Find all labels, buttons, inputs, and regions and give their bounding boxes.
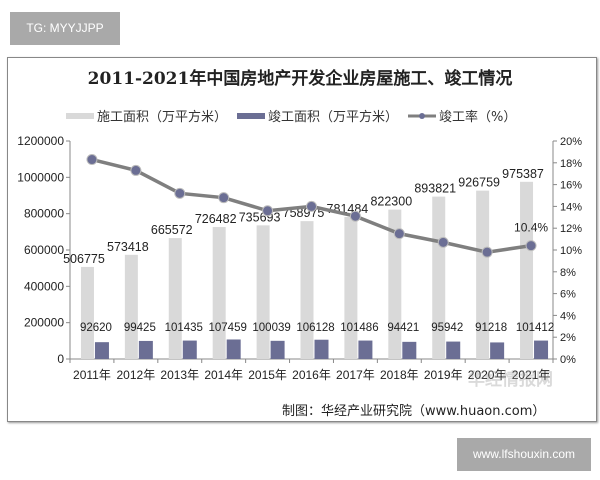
x-tick-label: 2014年 bbox=[204, 368, 243, 382]
rate-point bbox=[86, 154, 98, 166]
right-tick-label: 20% bbox=[560, 136, 582, 148]
x-tick-label: 2016年 bbox=[292, 368, 331, 382]
left-tick-label: 0 bbox=[57, 352, 64, 366]
bar-construction bbox=[256, 225, 270, 359]
completed-value-label: 101486 bbox=[340, 322, 378, 334]
rate-point bbox=[218, 192, 230, 204]
x-tick-label: 2018年 bbox=[380, 368, 419, 382]
left-tick-label: 200000 bbox=[24, 316, 64, 330]
bar-completed bbox=[358, 340, 373, 359]
legend-label: 竣工面积（万平方米） bbox=[268, 110, 399, 125]
left-tick-label: 400000 bbox=[24, 279, 64, 293]
construction-value-label: 665572 bbox=[151, 223, 193, 237]
right-tick-label: 6% bbox=[560, 289, 576, 301]
left-tick-label: 600000 bbox=[24, 243, 64, 257]
legend-label: 施工面积（万平方米） bbox=[97, 110, 228, 125]
right-tick-label: 0% bbox=[560, 354, 576, 366]
bar-construction bbox=[212, 227, 226, 359]
bar-construction bbox=[432, 196, 446, 359]
construction-value-label: 573418 bbox=[107, 240, 149, 254]
legend-swatch bbox=[237, 112, 266, 119]
legend-line-swatch bbox=[408, 112, 437, 119]
rate-point bbox=[130, 164, 142, 176]
x-tick-label: 2015年 bbox=[248, 368, 287, 382]
bar-completed bbox=[490, 342, 505, 359]
construction-value-label: 506775 bbox=[63, 252, 105, 266]
bar-construction bbox=[388, 209, 402, 359]
x-tick-label: 2021年 bbox=[512, 368, 551, 382]
watermark: 华经情报网 bbox=[468, 370, 553, 390]
footer-tag: www.lfshouxin.com bbox=[457, 438, 591, 471]
rate-point bbox=[525, 240, 537, 252]
x-tick-label: 2011年 bbox=[73, 368, 111, 382]
right-tick-label: 4% bbox=[560, 310, 576, 322]
completed-value-label: 101435 bbox=[165, 322, 203, 334]
legend: 施工面积（万平方米） 竣工面积（万平方米） 竣工率（%） bbox=[66, 106, 516, 125]
bar-completed bbox=[182, 340, 197, 359]
x-tick-label: 2017年 bbox=[336, 368, 375, 382]
completed-value-label: 101412 bbox=[516, 322, 554, 334]
right-tick-label: 18% bbox=[560, 158, 582, 170]
bar-completed bbox=[446, 341, 461, 359]
construction-value-label: 822300 bbox=[370, 195, 412, 209]
bar-completed bbox=[94, 342, 109, 359]
legend-rate: 竣工率（%） bbox=[408, 106, 516, 125]
rate-point bbox=[174, 187, 186, 199]
completed-value-label: 107459 bbox=[208, 322, 246, 334]
right-tick-label: 16% bbox=[560, 180, 582, 192]
construction-value-label: 926759 bbox=[458, 176, 500, 190]
bar-construction bbox=[344, 217, 358, 359]
legend-swatch bbox=[66, 112, 94, 119]
x-tick-label: 2013年 bbox=[160, 368, 199, 382]
left-tick-label: 1000000 bbox=[17, 170, 64, 184]
rate-point bbox=[437, 236, 449, 248]
chart-credit: 制图：华经产业研究院（www.huaon.com） bbox=[282, 404, 546, 419]
rate-point bbox=[481, 246, 493, 258]
right-tick-label: 2% bbox=[560, 332, 576, 344]
rate-point bbox=[306, 200, 317, 212]
completed-value-label: 94421 bbox=[387, 322, 419, 334]
left-tick-label: 800000 bbox=[24, 207, 64, 221]
chart-title: 2011-2021年中国房地产开发企业房屋施工、竣工情况 bbox=[87, 69, 513, 89]
completed-value-label: 99425 bbox=[124, 322, 156, 334]
bar-construction bbox=[476, 190, 490, 359]
completed-value-label: 100039 bbox=[252, 322, 290, 334]
bar-construction bbox=[80, 266, 94, 359]
bar-construction bbox=[124, 254, 138, 359]
rate-value-label: 10.4% bbox=[514, 221, 548, 235]
legend-completed: 竣工面积（万平方米） bbox=[237, 106, 398, 125]
bar-completed bbox=[534, 340, 549, 359]
bar-completed bbox=[226, 339, 241, 359]
bar-completed bbox=[270, 340, 285, 359]
construction-value-label: 726482 bbox=[195, 212, 237, 226]
right-tick-label: 8% bbox=[560, 267, 576, 279]
legend-construction: 施工面积（万平方米） bbox=[66, 106, 227, 125]
rate-point bbox=[262, 205, 274, 217]
rate-point bbox=[349, 210, 361, 222]
right-tick-label: 14% bbox=[560, 201, 582, 213]
x-tick-label: 2019年 bbox=[424, 368, 463, 382]
bar-completed bbox=[402, 341, 417, 359]
right-tick-label: 10% bbox=[560, 245, 582, 257]
right-tick-label: 12% bbox=[560, 223, 582, 235]
completed-value-label: 91218 bbox=[475, 322, 507, 334]
construction-value-label: 893821 bbox=[414, 182, 456, 196]
completed-value-label: 92620 bbox=[80, 322, 112, 334]
bar-completed bbox=[138, 340, 153, 359]
legend-label: 竣工率（%） bbox=[439, 110, 517, 125]
bar-construction bbox=[300, 221, 314, 359]
x-tick-label: 2020年 bbox=[468, 368, 507, 382]
bar-completed bbox=[314, 339, 329, 359]
header-tag: TG: MYYJJPP bbox=[10, 12, 120, 45]
left-tick-label: 1200000 bbox=[17, 134, 64, 148]
construction-value-label: 735693 bbox=[239, 210, 281, 224]
completed-value-label: 106128 bbox=[296, 322, 334, 334]
bar-construction bbox=[168, 238, 182, 359]
completed-value-label: 95942 bbox=[431, 322, 463, 334]
x-tick-label: 2012年 bbox=[117, 368, 156, 382]
construction-value-label: 975387 bbox=[502, 167, 544, 181]
rate-point bbox=[393, 228, 405, 240]
bar-construction bbox=[520, 181, 534, 359]
